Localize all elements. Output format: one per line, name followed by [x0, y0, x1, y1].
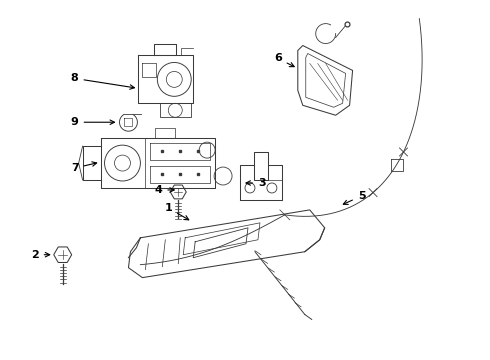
Text: 7: 7 — [71, 162, 97, 173]
Text: 3: 3 — [246, 178, 266, 188]
Text: 1: 1 — [165, 203, 189, 220]
Text: 5: 5 — [343, 191, 366, 204]
Text: 9: 9 — [71, 117, 115, 127]
Text: 6: 6 — [274, 54, 294, 67]
Text: 2: 2 — [31, 250, 49, 260]
Text: 8: 8 — [71, 73, 134, 89]
Text: 4: 4 — [154, 185, 174, 195]
